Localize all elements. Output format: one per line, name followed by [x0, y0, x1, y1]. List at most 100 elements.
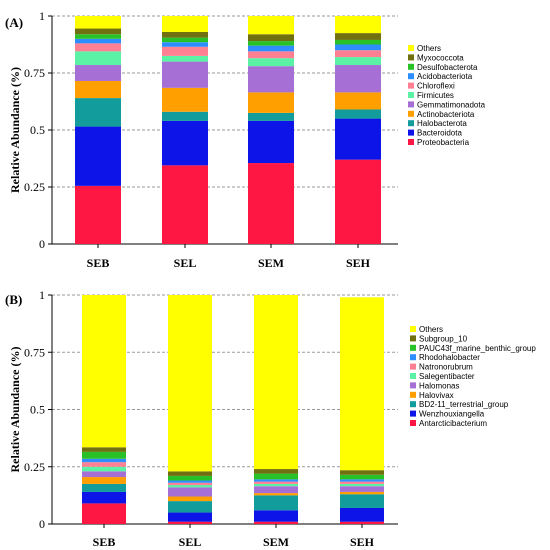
- bar-segment-seb-salegentibacter: [82, 466, 126, 472]
- bar-segment-sem-others: [248, 16, 294, 35]
- legend-swatch: [408, 54, 414, 61]
- bar-segment-seh-bd2-11-terrestrial-group: [340, 494, 384, 508]
- bar-segment-sem-firmicutes: [248, 58, 294, 67]
- legend-entry: Gemmatimonadota: [417, 100, 486, 109]
- bar-segment-sel-acidobacteriota: [162, 42, 208, 47]
- x-tick-label: SEH: [350, 535, 375, 549]
- legend-entry: Wenzhouxiangella: [419, 410, 485, 419]
- bar-segment-sem-others: [254, 295, 298, 470]
- bar-segment-seh-halomonas: [340, 486, 384, 492]
- legend-swatch: [408, 139, 414, 145]
- bar-segment-sel-salegentibacter: [168, 485, 212, 488]
- legend-entry: Subgroup_10: [419, 334, 468, 343]
- bar-segment-seb-wenzhouxiangella: [82, 491, 126, 504]
- y-tick-label: 0: [39, 237, 45, 251]
- legend-swatch: [410, 354, 416, 361]
- legend-swatch: [408, 110, 414, 117]
- bar-segment-seb-halobacterota: [75, 98, 121, 127]
- bar-segment-sel-gemmatimonadota: [162, 61, 208, 88]
- bar-segment-sem-natronorubrum: [254, 481, 298, 484]
- legend-swatch: [410, 335, 416, 342]
- legend-entry: Rhodohalobacter: [419, 353, 480, 362]
- bar-segment-sel-wenzhouxiangella: [168, 512, 212, 522]
- bar-segment-seb-others: [82, 295, 126, 448]
- legend-entry: Desulfobacterota: [417, 63, 478, 72]
- legend-entry: Halomonas: [419, 381, 459, 390]
- y-tick-label: 0: [39, 517, 45, 531]
- legend-swatch: [410, 326, 416, 332]
- bar-segment-sel-rhodohalobacter: [168, 480, 212, 483]
- bar-segment-sel-firmicutes: [162, 55, 208, 62]
- bar-segment-sem-gemmatimonadota: [248, 66, 294, 93]
- x-tick-label: SEB: [93, 535, 116, 549]
- bar-segment-seh-antarcticibacterium: [340, 521, 384, 524]
- chart-panel-b: (B) Relative Abundance (%) 0 0.25 0.5 0.75 1 SE…: [5, 288, 536, 549]
- bar-segment-seb-natronorubrum: [82, 462, 126, 467]
- bar-segment-sem-bd2-11-terrestrial-group: [254, 495, 298, 511]
- bar-segment-sem-myxococcota: [248, 34, 294, 42]
- legend-entry: Others: [419, 325, 443, 334]
- bar-segment-sel-halomonas: [168, 487, 212, 497]
- legend-swatch: [408, 92, 414, 98]
- bar-segment-seb-bd2-11-terrestrial-group: [82, 483, 126, 492]
- bar-segment-seb-proteobacteria: [75, 185, 121, 244]
- bar-segment-sem-wenzhouxiangella: [254, 510, 298, 522]
- y-axis-label: Relative Abundance (%): [8, 346, 22, 472]
- bar-segment-seh-proteobacteria: [335, 159, 381, 244]
- y-tick-label: 0.25: [24, 180, 45, 194]
- x-tick-label: SEL: [174, 256, 197, 270]
- bar-segment-sem-antarcticibacterium: [254, 521, 298, 524]
- bar-segment-seb-firmicutes: [75, 51, 121, 66]
- legend-swatch: [408, 63, 414, 70]
- bar-segment-seb-acidobacteriota: [75, 38, 121, 44]
- x-tick-label: SEL: [179, 535, 202, 549]
- bar-segment-seh-bacteroidota: [335, 118, 381, 160]
- bar-segment-seh-acidobacteriota: [335, 44, 381, 51]
- legend-entry: Halobacterota: [417, 119, 467, 128]
- bar-segment-seb-bacteroidota: [75, 126, 121, 186]
- legend-swatch: [410, 373, 416, 379]
- bar-segment-sel-natronorubrum: [168, 482, 212, 486]
- bar-segment-seh-others: [335, 16, 381, 34]
- bar-segment-seb-pauc43f-marine-benthic-group: [82, 451, 126, 459]
- bar-segment-sem-chloroflexi: [248, 51, 294, 59]
- bar-segment-sel-antarcticibacterium: [168, 521, 212, 524]
- y-tick-label: 0.5: [30, 123, 45, 137]
- bar-segment-sem-desulfobacterota: [248, 41, 294, 46]
- legend-swatch: [408, 120, 414, 127]
- chart-panel-a: (A) Relative Abundance (%) 0 0.25 0.5 0.75 1 SE…: [5, 9, 486, 270]
- bar-segment-sem-subgroup-10: [254, 469, 298, 474]
- y-axis-label: Relative Abundance (%): [8, 67, 22, 193]
- bar-segment-seh-firmicutes: [335, 57, 381, 66]
- bar-segment-seh-halobacterota: [335, 109, 381, 119]
- legend-swatch: [410, 420, 416, 426]
- bar-segment-sel-pauc43f-marine-benthic-group: [168, 475, 212, 481]
- bar-segment-sel-others: [162, 16, 208, 32]
- legend-swatch: [410, 382, 416, 389]
- legend-entry: Halovivax: [419, 391, 454, 400]
- bar-segment-seh-natronorubrum: [340, 481, 384, 484]
- bar-segment-seb-rhodohalobacter: [82, 458, 126, 463]
- bar-segment-sel-desulfobacterota: [162, 37, 208, 43]
- legend-entry: Acidobacteriota: [417, 72, 473, 81]
- x-tick-label: SEM: [263, 535, 289, 549]
- bar-segment-sel-subgroup-10: [168, 471, 212, 476]
- legend-swatch: [410, 344, 416, 351]
- bar-segment-seh-rhodohalobacter: [340, 479, 384, 482]
- legend-entry: Proteobacteria: [417, 138, 470, 147]
- legend-swatch: [410, 363, 416, 370]
- bar-segment-seb-subgroup-10: [82, 447, 126, 452]
- bar-segment-sel-halobacterota: [162, 111, 208, 121]
- legend-entry: Chloroflexi: [417, 82, 455, 91]
- legend-entry: PAUC43f_marine_benthic_group: [419, 344, 536, 353]
- bar-segment-sem-rhodohalobacter: [254, 479, 298, 482]
- bar-segment-seb-others: [75, 16, 121, 29]
- bar-segment-sem-halobacterota: [248, 112, 294, 121]
- legend-swatch: [410, 410, 416, 417]
- bar-segment-sel-chloroflexi: [162, 46, 208, 56]
- bar-segment-seb-myxococcota: [75, 28, 121, 35]
- bar-segment-seh-gemmatimonadota: [335, 65, 381, 93]
- bar-segment-sem-halovivax: [254, 493, 298, 496]
- bar-segment-seh-myxococcota: [335, 33, 381, 40]
